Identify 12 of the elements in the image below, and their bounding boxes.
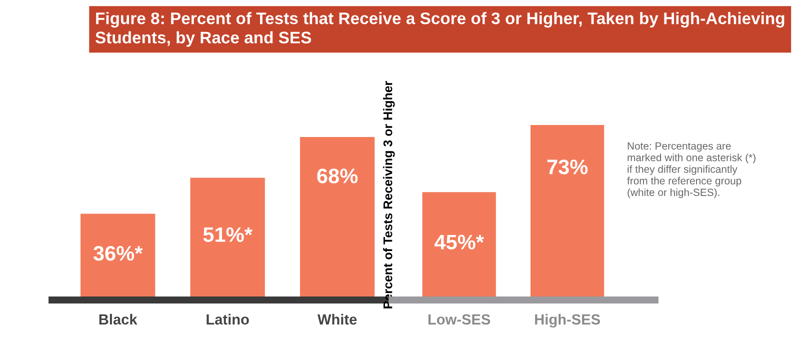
data-label: 36%*: [93, 246, 143, 261]
data-label: 73%: [547, 160, 588, 174]
x-tick-label: Black: [99, 314, 138, 325]
text: Figure 8: Percent of Tests that Receive a Score of 3 or Higher, Taken by High-Achieving Students, by Race and SES: [95, 12, 784, 47]
data-label: 51%*: [203, 227, 252, 242]
data-label: 45%*: [434, 234, 484, 250]
x-tick-label: White: [317, 314, 357, 325]
x-tick-label: Low-SES: [428, 314, 490, 325]
annotation: Note: Percentages are marked with one asterisk (*) if they differ significantly from the reference group (white or high-SES).: [627, 142, 756, 198]
x-tick-label: High-SES: [535, 314, 600, 328]
data-label: 68%: [317, 168, 358, 184]
x-tick-label: Latino: [206, 314, 249, 325]
